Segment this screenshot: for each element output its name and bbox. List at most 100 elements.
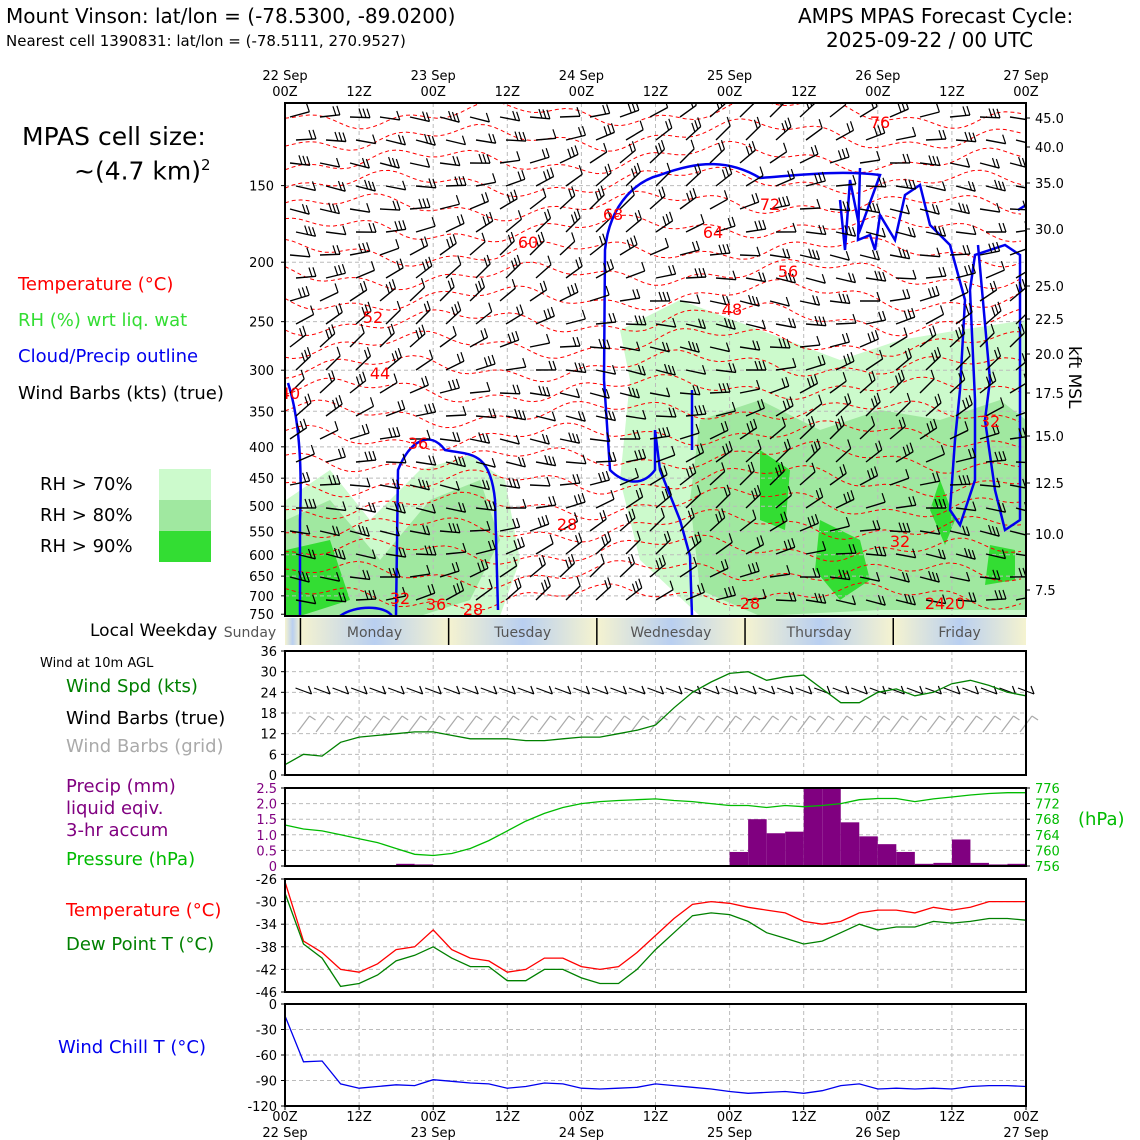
wind-barb-flag [762,219,767,230]
wind-barb-flag [842,201,847,211]
wind-barb-flag [331,324,336,334]
wind-barb-flag [636,530,641,541]
wind-barb-flag [782,338,787,348]
wind-barb-flag [842,293,847,304]
wind-barb-flag [811,462,816,472]
temperature-contour-label: 48 [722,300,742,319]
wind-barb-flag [875,572,881,582]
wind-barb-flag [878,271,883,281]
wind-barb-flag [361,525,367,536]
wind-barb-flag [989,282,994,293]
wind-barb-flag [998,222,1003,233]
wind-barb [829,341,850,348]
wind-barb-flag [665,213,670,224]
wind-barb-flag [452,523,457,533]
wind-barb-flag [367,180,373,191]
wind-barb-flag [786,438,791,449]
wind-barb-flag [538,108,543,119]
wind-barb-flag [848,272,853,282]
wind-barb-flag [931,203,937,214]
wind-barb-flag [870,398,876,408]
wind-barb [919,162,940,167]
wind-barb-flag [402,453,407,464]
wind-barb-flag [515,434,520,445]
wind-barb [859,254,880,261]
wind-barb-flag [611,411,617,421]
wind-barb [565,585,581,601]
wind-barb-flag [630,185,635,196]
wind-barb-flag [821,171,826,182]
wind-barb-flag [806,378,812,388]
wind-barb-flag [722,445,727,456]
wind-barb-flag [728,441,733,451]
wind-barb-flag [507,333,512,343]
wind-barb-flag [692,188,697,198]
wind10m-barb-true [369,687,386,695]
wind-barb-flag [964,131,969,142]
wind-barb-flag [397,401,402,411]
temperature-label: Temperature (°C) [66,900,222,921]
wind-barb-flag [522,410,527,420]
wind-barb-flag [538,385,543,396]
wind-barb [745,493,761,509]
wind-barb-flag [364,304,369,314]
wind-barb [985,459,1006,463]
wind-barb-flag [514,408,519,419]
wind-barb-flag [581,411,586,422]
wind-barb [679,432,700,440]
wind-barb-flag [481,193,486,204]
wind-barb-flag [1001,549,1007,559]
wind-barb [379,332,395,348]
wind-barb-flag [355,376,361,386]
wind10m-barb-true [462,687,479,695]
barbs-grid-label: Wind Barbs (grid) [66,736,224,757]
wind-barb-flag [636,429,641,440]
wind-barb [619,149,636,164]
wind-barb [859,338,879,348]
wind-barb-flag [638,315,643,325]
wind-barb [709,516,726,532]
wind-barb [685,369,706,375]
wind-barb-flag [598,338,603,349]
wind10m-barb-true-flag [826,685,831,695]
wind-barb-flag [305,204,310,215]
wind-barb [385,356,402,371]
wind-barb [445,139,466,146]
wind-barb [475,548,496,555]
wind-barb [499,484,520,489]
wind-barb [739,427,758,440]
wind-barb-flag [935,285,940,296]
wind-barb [949,378,966,394]
wind-barb [439,116,460,123]
wind10m-barb-grid [611,715,625,733]
wind-barb-flag [456,432,461,442]
wind-barb-flag [663,533,669,544]
weekday-label: Friday [938,625,980,641]
wind-barb-flag [369,397,375,407]
wind-barb-flag [939,305,945,315]
temperature-contour-label: 32 [980,412,1000,431]
wind-barb-flag [898,419,903,429]
wind-barb-flag [665,342,670,353]
wind-barb [529,289,547,302]
wind-barb-flag [808,248,813,258]
temperature-contour-label: 60 [518,233,538,252]
wind-barb [775,599,797,602]
windspd-panel-ytick-label: 30 [260,666,277,681]
pressure-label: 200 [249,256,274,271]
wind-barb [679,148,695,164]
wind-barb-flag [550,167,555,177]
wind-barb-flag [821,273,826,284]
wind-barb [385,553,406,558]
wind-barb-flag [726,382,731,393]
wind-barb [319,162,340,168]
wind-barb-flag [308,498,313,509]
temperature-contour-label: 24 [925,594,945,613]
wind-barb-flag [845,250,850,261]
wind-barb-flag [780,461,785,472]
wind-barb-flag [792,318,797,328]
wind-barb-flag [1028,503,1031,512]
top-date-label: 22 Sep [262,69,307,84]
wind-barb-flag [908,496,913,506]
wind-barb-flag [631,168,636,178]
